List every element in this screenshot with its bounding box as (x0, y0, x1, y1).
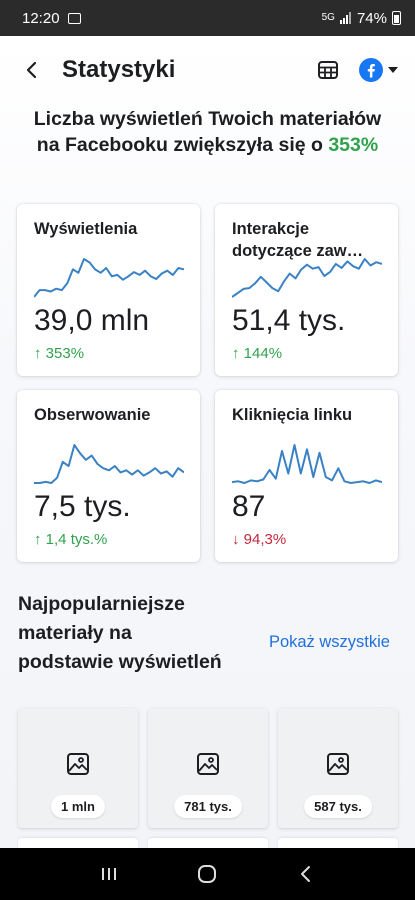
metric-change-value: 1,4 tys.% (45, 531, 108, 548)
arrow-up-icon: ↑ (34, 531, 42, 548)
next-row-partial (18, 838, 415, 848)
home-icon (198, 865, 217, 883)
metric-change: ↑ 144% (232, 345, 282, 362)
metric-card-follows[interactable]: Obserwowanie 7,5 tys. ↑ 1,4 tys.% (17, 390, 200, 562)
home-button[interactable] (187, 854, 227, 894)
metric-value: 51,4 tys. (232, 304, 346, 337)
metric-card-views[interactable]: Wyświetlenia 39,0 mln ↑ 353% (17, 204, 200, 376)
metric-title: Obserwowanie (34, 406, 151, 424)
system-nav-bar (0, 848, 415, 900)
back-icon (26, 61, 37, 79)
arrow-up-icon: ↑ (34, 345, 42, 362)
metrics-grid: Wyświetlenia 39,0 mln ↑ 353% Interakcje … (17, 204, 398, 562)
system-back-button[interactable] (286, 854, 326, 894)
app-header: Statystyki (0, 36, 415, 104)
headline-percent: 353% (328, 134, 379, 156)
status-left: 12:20 (22, 10, 81, 27)
sparkline-series (34, 444, 184, 484)
arrow-down-icon: ↓ (232, 531, 240, 548)
image-icon (327, 753, 349, 775)
metric-change: ↑ 353% (34, 345, 84, 362)
table-icon (318, 61, 338, 79)
back-button[interactable] (18, 56, 46, 84)
metric-card-interactions[interactable]: Interakcje dotyczące zaw… 51,4 tys. ↑ 14… (215, 204, 398, 376)
platform-switcher[interactable] (359, 58, 399, 82)
signal-icon (339, 12, 351, 24)
content-thumbnail[interactable]: 781 tys. (148, 708, 268, 828)
arrow-up-icon: ↑ (232, 345, 240, 362)
views-badge: 1 mln (51, 795, 105, 818)
metric-value: 87 (232, 490, 266, 523)
metric-value: 39,0 mln (34, 304, 150, 337)
status-time: 12:20 (22, 9, 60, 27)
content-thumbnail-partial[interactable] (18, 838, 138, 848)
metric-change-value: 353% (45, 345, 85, 362)
metric-sparkline (34, 444, 184, 484)
sparkline-series (232, 444, 382, 484)
image-icon (67, 753, 89, 775)
views-headline: Liczba wyświetleń Twoich materiałów na F… (0, 106, 415, 158)
metric-card-link-clicks[interactable]: Kliknięcia linku 87 ↓ 94,3% (215, 390, 398, 562)
metric-value: 7,5 tys. (34, 490, 131, 523)
content-thumbnail[interactable]: 1 mln (18, 708, 138, 828)
views-badge: 587 tys. (304, 795, 372, 818)
image-icon (197, 753, 219, 775)
sparkline-series (232, 258, 382, 298)
headline-text: Liczba wyświetleń Twoich materiałów na F… (33, 108, 382, 156)
recents-icon (102, 868, 117, 880)
status-bar: 12:20 5G 74% (0, 0, 415, 36)
facebook-icon (359, 58, 383, 82)
metric-title: Interakcje dotyczące zaw… (232, 220, 364, 260)
metric-sparkline (232, 444, 382, 484)
content-thumbnail[interactable]: 587 tys. (278, 708, 398, 828)
caret-down-icon (388, 67, 398, 73)
statistics-screen: Statystyki Liczba wyświetleń Twoich mate… (0, 36, 415, 848)
network-label: 5G (321, 12, 335, 23)
back-icon (300, 866, 310, 882)
battery-icon (392, 11, 401, 25)
recents-button[interactable] (89, 854, 129, 894)
section-title: Najpopularniejsze materiały na podstawie… (18, 593, 222, 673)
metric-title: Wyświetlenia (34, 220, 138, 238)
metric-change-value: 144% (243, 345, 283, 362)
page-title: Statystyki (62, 56, 176, 83)
metric-change: ↑ 1,4 tys.% (34, 531, 107, 548)
status-right: 5G 74% (322, 10, 401, 27)
top-content-section: Najpopularniejsze materiały na podstawie… (18, 590, 398, 677)
metric-title: Kliknięcia linku (232, 406, 353, 424)
show-all-link[interactable]: Pokaż wszystkie (268, 633, 390, 651)
top-content-list: 1 mln 781 tys. 587 tys. (18, 708, 415, 828)
sparkline-series (34, 258, 184, 298)
metric-change-value: 94,3% (243, 531, 287, 548)
content-thumbnail-partial[interactable] (278, 838, 398, 848)
content-thumbnail-partial[interactable] (148, 838, 268, 848)
metric-sparkline (34, 258, 184, 298)
gallery-notification-icon (67, 12, 81, 24)
views-badge: 781 tys. (174, 795, 242, 818)
metric-sparkline (232, 258, 382, 298)
battery-percent: 74% (356, 9, 387, 27)
table-view-button[interactable] (313, 55, 343, 85)
metric-change: ↓ 94,3% (232, 531, 286, 548)
